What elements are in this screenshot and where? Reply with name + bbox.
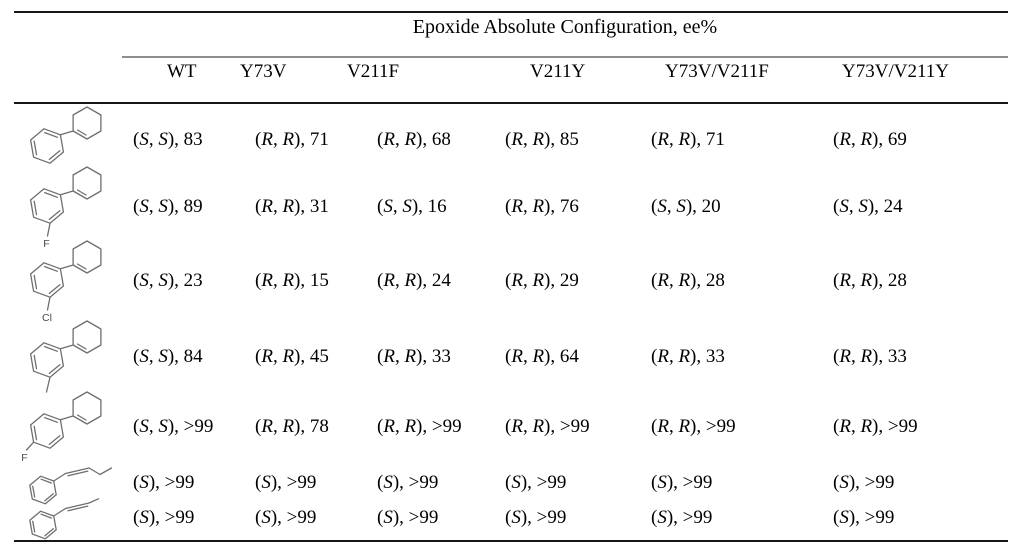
ee-value: (S, S), 24 [833,196,903,217]
benzene-ring [29,413,65,449]
column-header-y73v: Y73V [240,61,287,82]
ee-value: (S), >99 [505,472,567,493]
benzene-ring [29,342,65,378]
benzene-ring [29,475,57,505]
table-title: Epoxide Absolute Configuration, ee% [412,16,718,38]
substrate-structure-1-phenyl-1-butene-icon [29,467,113,505]
table-rule-top [14,11,1008,13]
substituent-label: Cl [42,312,52,324]
benzene-ring [29,262,65,298]
ee-value: (R, R), >99 [833,416,918,437]
ee-value: (S), >99 [255,507,317,528]
ee-value: (S), >99 [133,507,195,528]
ee-value: (R, R), 68 [377,129,451,150]
ee-value: (R, R), 33 [833,346,907,367]
substituent-label: F [43,238,49,250]
benzene-ring [29,128,65,164]
cyclohexene-ring [72,320,102,354]
column-header-y73v-v211f: Y73V/V211F [665,61,769,82]
substituent-label: F [21,452,27,464]
propenyl-chain [53,498,100,517]
ee-value: (S), >99 [377,472,439,493]
ee-value: (R, R), 28 [833,270,907,291]
butenyl-chain [53,467,113,482]
ee-value: (R, R), 29 [505,270,579,291]
ee-value: (R, R), 45 [255,346,329,367]
ee-value: (S, S), 23 [133,270,203,291]
column-header-v211f: V211F [347,61,400,82]
substrate-structure-1-phenyl-1-propene-icon [29,498,100,540]
ee-value: (R, R), >99 [651,416,736,437]
ee-value: (R, R), 33 [651,346,725,367]
ee-value: (R, R), >99 [505,416,590,437]
substrate-structure-3-fluorophenylcyclohexene-icon: F [29,166,102,250]
ee-value: (S), >99 [255,472,317,493]
cyclohexene-ring [72,166,102,200]
ee-value: (R, R), >99 [377,416,462,437]
substrate-structure-3-chlorophenylcyclohexene-icon: Cl [29,240,102,324]
ee-value: (R, R), 85 [505,129,579,150]
ee-value: (R, R), 64 [505,346,579,367]
table-rule-under-header [14,102,1008,104]
table-rule-bottom [14,540,1008,542]
ee-value: (S, S), 84 [133,346,203,367]
ee-value: (R, R), 15 [255,270,329,291]
ee-value: (S), >99 [505,507,567,528]
benzene-ring [29,510,57,540]
ee-value: (S), >99 [833,507,895,528]
ee-value: (R, R), 71 [651,129,725,150]
column-header-wt: WT [167,61,197,82]
benzene-ring [29,188,65,224]
ee-value: (S), >99 [651,507,713,528]
substrate-structure-3-methylphenylcyclohexene-icon [29,320,102,393]
chloro-substituent: Cl [42,296,52,324]
ee-value: (S, S), 20 [651,196,721,217]
fluoro-substituent: F [21,441,35,464]
ee-value: (R, R), 28 [651,270,725,291]
substrate-structure-4-fluorophenylcyclohexene-icon: F [21,391,102,464]
ee-value: (S), >99 [133,472,195,493]
ee-value: (R, R), 31 [255,196,329,217]
methyl-substituent [45,376,51,393]
cyclohexene-ring [72,106,102,140]
ee-value: (S, S), >99 [133,416,214,437]
fluoro-substituent: F [43,222,51,250]
column-header-v211y: V211Y [530,61,586,82]
ee-value: (R, R), 33 [377,346,451,367]
column-header-y73v-v211y: Y73V/V211Y [842,61,949,82]
ee-value: (R, R), 76 [505,196,579,217]
ee-value: (S), >99 [651,472,713,493]
substrate-structure-1-phenylcyclohexene-icon [29,106,102,164]
ee-value: (S, S), 83 [133,129,203,150]
ee-value: (R, R), 24 [377,270,451,291]
table-rule-under-title [122,56,1008,58]
ee-value: (S), >99 [833,472,895,493]
cyclohexene-ring [72,391,102,425]
ee-value: (R, R), 71 [255,129,329,150]
ee-value: (S), >99 [377,507,439,528]
ee-value: (S, S), 89 [133,196,203,217]
ee-value: (S, S), 16 [377,196,447,217]
cyclohexene-ring [72,240,102,274]
ee-value: (R, R), 78 [255,416,329,437]
ee-value: (R, R), 69 [833,129,907,150]
